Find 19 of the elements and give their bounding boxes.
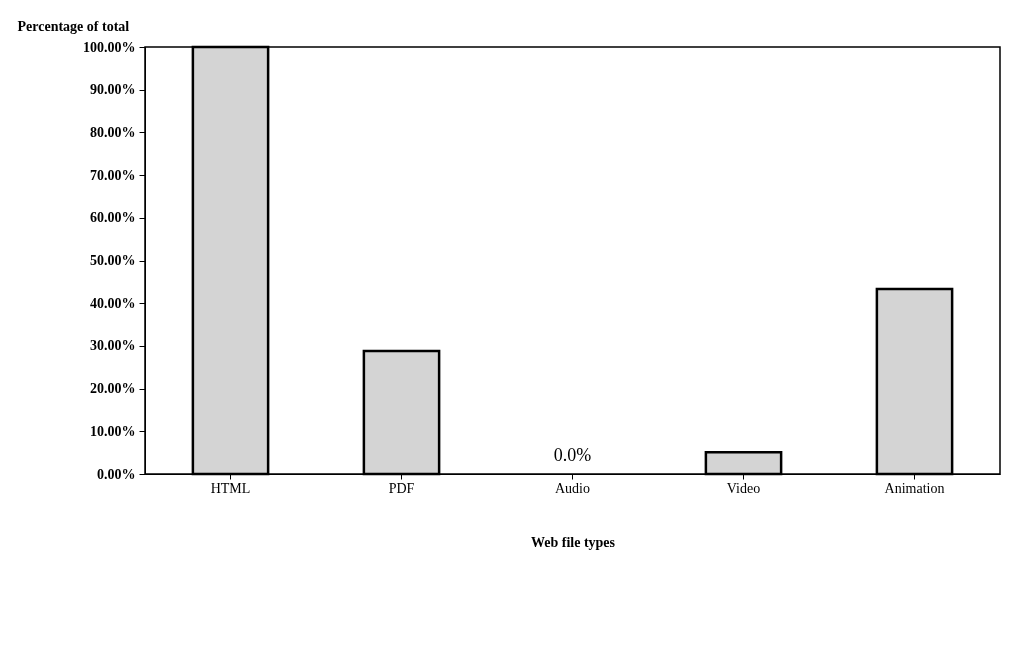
x-tick-label: HTML <box>210 480 251 496</box>
y-tick-label: 60.00% <box>90 210 136 226</box>
y-tick-label: 100.00% <box>83 39 136 55</box>
x-tick-label: PDF <box>388 480 415 496</box>
y-tick-label: 80.00% <box>90 124 136 140</box>
y-tick-label: 90.00% <box>90 82 136 98</box>
y-tick-label: 50.00% <box>90 253 136 268</box>
y-tick-label: 0.00% <box>97 466 136 482</box>
y-tick-label: 10.00% <box>90 423 136 439</box>
x-tick-label: Animation <box>884 480 945 496</box>
y-tick-label: 20.00% <box>90 381 136 397</box>
y-tick-label: 70.00% <box>90 167 136 183</box>
y-axis-title: Percentage of total <box>17 18 130 34</box>
y-tick-label: 40.00% <box>90 295 136 311</box>
y-tick-label: 30.00% <box>90 338 136 354</box>
x-tick-label: Audio <box>555 480 590 496</box>
x-axis-title: Web file types <box>531 534 616 550</box>
data-label: 0.0% <box>553 445 592 465</box>
x-tick-label: Video <box>726 480 761 496</box>
